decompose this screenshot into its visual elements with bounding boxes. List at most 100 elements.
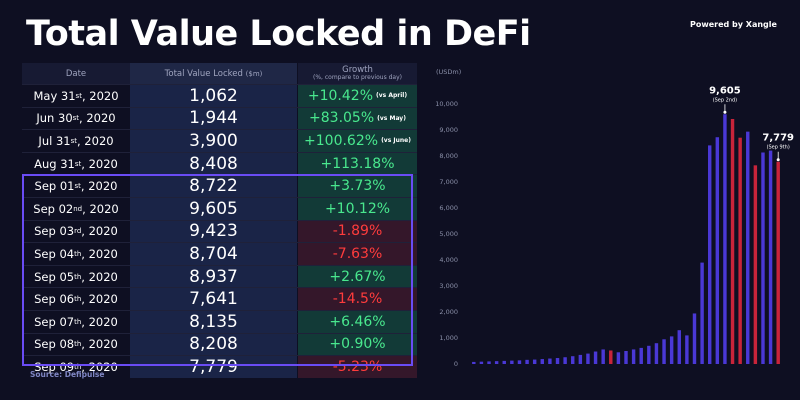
bar [707, 145, 712, 364]
header-tvl-unit: ($m) [245, 69, 263, 78]
y-tick-label: 1,000 [439, 334, 458, 342]
header-tvl-label: Total Value Locked [164, 68, 243, 79]
bar [761, 152, 765, 364]
bar [631, 349, 636, 364]
bar [525, 359, 529, 364]
tvl-table: Date Total Value Locked ($m) Growth (%, … [22, 63, 417, 378]
y-tick-label: 4,000 [439, 256, 458, 264]
bar [746, 131, 750, 364]
bar [487, 361, 491, 364]
y-tick-label: 8,000 [439, 152, 458, 160]
source-label: Source: Defipulse [30, 370, 105, 379]
header-tvl: Total Value Locked ($m) [130, 63, 297, 84]
tvl-cell: 8,722 [130, 175, 297, 197]
bar [730, 119, 735, 364]
bar [616, 352, 621, 364]
growth-cell: -5.23% [298, 356, 417, 378]
bar [723, 114, 727, 364]
tvl-cell: 3,900 [130, 130, 297, 152]
growth-cell: +83.05% (vs May) [298, 107, 417, 130]
bar [692, 313, 697, 364]
header-date: Date [22, 63, 130, 84]
bar [548, 358, 552, 364]
bar [624, 351, 628, 364]
bar [532, 359, 537, 364]
y-tick-label: 3,000 [439, 282, 458, 290]
bar [654, 343, 659, 364]
bar [563, 357, 567, 364]
annotation-value: 7,779 [762, 133, 794, 144]
bar [677, 330, 681, 364]
bar [472, 361, 476, 364]
header-growth-sub: (%, compare to previous day) [313, 74, 402, 82]
bar [609, 350, 613, 364]
header-growth-label: Growth [342, 64, 373, 75]
growth-cell: -1.89% [298, 220, 417, 243]
growth-cell: -14.5% [298, 288, 417, 310]
bar [669, 336, 674, 364]
bar [494, 361, 499, 364]
growth-cell: +10.42% (vs April) [298, 85, 417, 107]
bar [502, 360, 506, 364]
tvl-cell: 8,408 [130, 152, 297, 175]
tvl-cell: 1,062 [130, 85, 297, 107]
bar [776, 161, 780, 364]
annotation-value: 9,605 [709, 85, 741, 96]
growth-cell: +10.12% [298, 197, 417, 220]
bar [685, 335, 689, 364]
bar [768, 150, 773, 364]
y-tick-label: 5,000 [439, 230, 458, 238]
growth-cell: +113.18% [298, 152, 417, 175]
bar [700, 262, 704, 364]
header-growth: Growth (%, compare to previous day) [298, 63, 417, 84]
tvl-cell: 1,944 [130, 107, 297, 130]
growth-cell: +100.62% (vs June) [298, 130, 417, 152]
y-tick-label: 9,000 [439, 126, 458, 134]
tvl-cell: 7,641 [130, 288, 297, 310]
tvl-cell: 9,423 [130, 220, 297, 243]
tvl-cell: 7,779 [130, 356, 297, 378]
bar [578, 354, 583, 364]
bar [601, 349, 605, 364]
growth-cell: +2.67% [298, 265, 417, 288]
bar [540, 359, 545, 364]
bar [586, 353, 590, 364]
bar [593, 351, 598, 364]
powered-by-label: Powered by Xangle [690, 20, 777, 29]
bar [517, 360, 522, 364]
table-header: Date Total Value Locked ($m) Growth (%, … [22, 63, 417, 84]
page-title: Total Value Locked in DeFi [26, 14, 531, 54]
tvl-cell: 8,135 [130, 310, 297, 333]
y-tick-label: 10,000 [435, 100, 458, 108]
tvl-cell: 8,208 [130, 333, 297, 356]
tvl-bar-chart: (USDm) 0 1,000 2,000 3,000 4,000 5,000 6,000 7,0… [435, 68, 794, 368]
y-tick-label: 0 [454, 360, 458, 368]
bar [479, 361, 484, 364]
bar [571, 356, 575, 364]
tvl-cell: 8,704 [130, 243, 297, 265]
tvl-cell: 9,605 [130, 197, 297, 220]
bar [647, 345, 651, 364]
bar [753, 165, 758, 364]
